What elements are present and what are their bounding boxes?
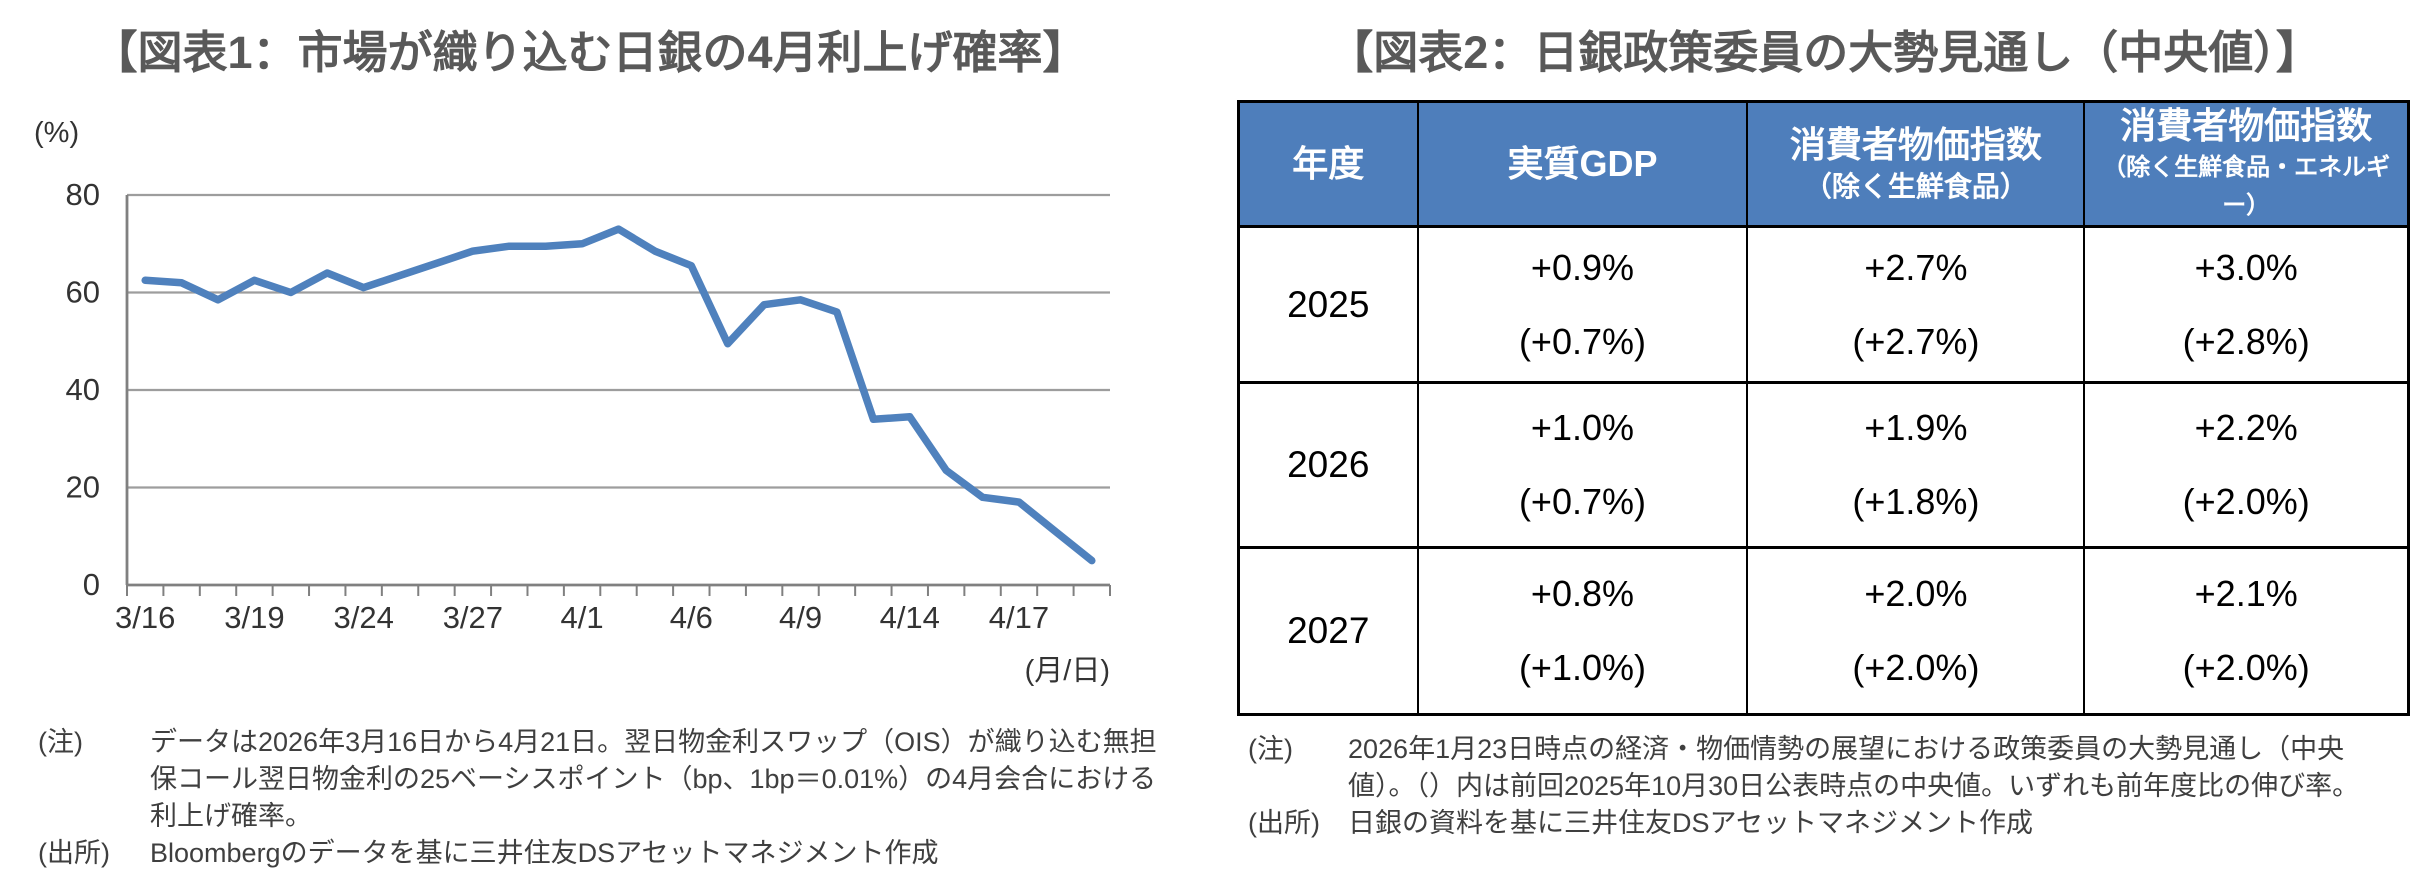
col-header-year: 年度 <box>1237 100 1419 228</box>
cpi-ex-fresh-cell: +1.9% (+1.8%) <box>1746 381 2086 549</box>
source-text: Bloombergのデータを基に三井住友DSアセットマネジメント作成 <box>150 838 939 868</box>
figure1-source-row: (出所) Bloombergのデータを基に三井住友DSアセットマネジメント作成 <box>38 835 1168 872</box>
year-cell: 2025 <box>1237 225 1419 384</box>
table-row-2026: 2026 +1.0% (+0.7%) +1.9% (+1.8%) +2.2% <box>1237 381 2410 549</box>
cpi-ex-fresh-energy-cell: +2.2% (+2.0%) <box>2083 381 2410 549</box>
line-chart-canvas: 0 20 40 60 80 3/16 3/19 3/24 3/27 4/1 4/6 4/9 4/14 4/… <box>34 117 1111 687</box>
x-tick-label: 3/19 <box>224 600 284 635</box>
figure1-note-row: (注) データは2026年3月16日から4月21日。翌日物金利スワップ（OIS）… <box>38 724 1168 835</box>
col-header-cpi-ex-fresh: 消費者物価指数 （除く生鮮食品） <box>1746 100 2086 228</box>
gdp-cell: +0.9% (+0.7%) <box>1416 225 1749 384</box>
cpi-ex-fresh-energy-cell: +3.0% (+2.8%) <box>2083 225 2410 384</box>
note-label: (注) <box>38 727 83 757</box>
y-tick-label: 20 <box>66 470 100 505</box>
x-tick-label: 3/16 <box>115 600 175 635</box>
figure2-notes: (注) 2026年1月23日時点の経済・物価情勢の展望における政策委員の大勢見通… <box>1248 731 2408 842</box>
x-tick-label: 3/27 <box>443 600 503 635</box>
boj-outlook-table: 年度 実質GDP 消費者物価指数 （除く生鮮食品） 消費者物価指数 （除く生鮮食… <box>1237 100 2410 716</box>
x-tick-label: 4/6 <box>670 600 713 635</box>
col-header-gdp: 実質GDP <box>1416 100 1749 228</box>
x-tick-label: 3/24 <box>333 600 393 635</box>
figure2-source-row: (出所) 日銀の資料を基に三井住友DSアセットマネジメント作成 <box>1248 805 2408 842</box>
x-tick-label: 4/1 <box>561 600 604 635</box>
y-axis-unit-label: (%) <box>34 117 79 149</box>
figure2-panel: 【図表2：日銀政策委員の大勢見通し（中央値）】 年度 実質GDP 消費者物価指数… <box>1230 0 2419 879</box>
x-tick-label: 4/17 <box>989 600 1049 635</box>
table-header-row: 年度 実質GDP 消費者物価指数 （除く生鮮食品） 消費者物価指数 （除く生鮮食… <box>1237 100 2410 228</box>
y-tick-label: 80 <box>66 177 100 212</box>
figure2-note-row: (注) 2026年1月23日時点の経済・物価情勢の展望における政策委員の大勢見通… <box>1248 731 2408 805</box>
gdp-cell: +0.8% (+1.0%) <box>1416 546 1749 716</box>
x-axis-unit-label: (月/日) <box>1025 655 1110 687</box>
figure1-title: 【図表1：市場が織り込む日銀の4月利上げ確率】 <box>92 27 1088 78</box>
table-row-2025: 2025 +0.9% (+0.7%) +2.7% (+2.7%) +3.0% <box>1237 225 2410 384</box>
col-header-cpi-ex-fresh-energy: 消費者物価指数 （除く生鮮食品・エネルギー） <box>2083 100 2410 228</box>
figure1-notes: (注) データは2026年3月16日から4月21日。翌日物金利スワップ（OIS）… <box>38 724 1168 872</box>
probability-line-series <box>141 225 1096 565</box>
x-tick-label: 4/9 <box>779 600 822 635</box>
source-label: (出所) <box>38 838 110 868</box>
note-label: (注) <box>1248 734 1293 764</box>
source-text: 日銀の資料を基に三井住友DSアセットマネジメント作成 <box>1348 808 2033 838</box>
y-tick-label: 40 <box>66 372 100 407</box>
gdp-cell: +1.0% (+0.7%) <box>1416 381 1749 549</box>
rate-hike-probability-chart: 0 20 40 60 80 3/16 3/19 3/24 3/27 4/1 4/6 4/9 4/14 4/… <box>0 80 1180 720</box>
cpi-ex-fresh-cell: +2.7% (+2.7%) <box>1746 225 2086 384</box>
note-text: 2026年1月23日時点の経済・物価情勢の展望における政策委員の大勢見通し（中央… <box>1348 734 2360 801</box>
note-text: データは2026年3月16日から4月21日。翌日物金利スワップ（OIS）が織り込… <box>150 727 1157 831</box>
cpi-ex-fresh-energy-cell: +2.1% (+2.0%) <box>2083 546 2410 716</box>
year-cell: 2027 <box>1237 546 1419 716</box>
figure2-title: 【図表2：日銀政策委員の大勢見通し（中央値）】 <box>1328 27 2321 78</box>
y-tick-label: 0 <box>83 567 100 602</box>
figure1-panel: 【図表1：市場が織り込む日銀の4月利上げ確率】 0 20 40 60 80 3/16 3/1… <box>0 0 1180 879</box>
source-label: (出所) <box>1248 808 1320 838</box>
table-row-2027: 2027 +0.8% (+1.0%) +2.0% (+2.0%) +2.1% <box>1237 546 2410 716</box>
year-cell: 2026 <box>1237 381 1419 549</box>
y-tick-label: 60 <box>66 275 100 310</box>
cpi-ex-fresh-cell: +2.0% (+2.0%) <box>1746 546 2086 716</box>
x-tick-label: 4/14 <box>880 600 940 635</box>
